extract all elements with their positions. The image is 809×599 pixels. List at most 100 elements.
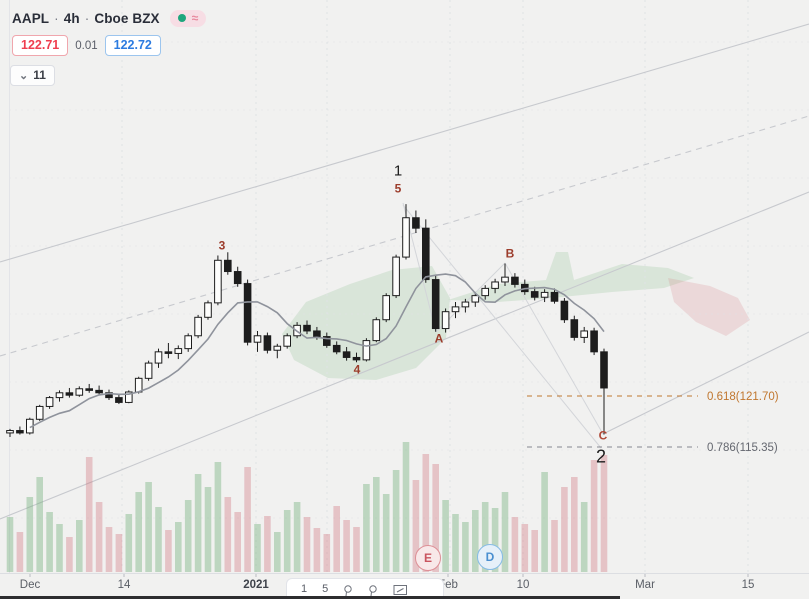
volume-bar xyxy=(392,470,400,572)
spread-value: 0.01 xyxy=(75,39,98,52)
volume-bar xyxy=(214,462,222,572)
wave-label-3[interactable]: 3 xyxy=(219,238,226,252)
toolbar-glyph-icon[interactable] xyxy=(368,584,378,597)
candle-body xyxy=(233,271,242,285)
candle-body xyxy=(392,256,400,297)
volume-bar xyxy=(56,524,63,572)
volume-bar xyxy=(254,524,261,572)
separator: · xyxy=(84,10,90,26)
symbol-title[interactable]: AAPL · 4h · Cboe BZX xyxy=(12,11,160,26)
volume-bar xyxy=(422,454,430,572)
volume-bar xyxy=(264,516,271,572)
toolbar-button-1[interactable]: 1 xyxy=(301,583,308,595)
moving-average-line xyxy=(29,273,605,429)
volume-bar xyxy=(155,507,162,572)
candle-body xyxy=(590,330,598,353)
toolbar-glyph-icon[interactable] xyxy=(343,584,353,597)
trend-line[interactable] xyxy=(0,23,809,263)
volume-bar xyxy=(590,460,598,572)
candle-body xyxy=(273,345,282,351)
volume-bar xyxy=(432,464,439,572)
volume-bar xyxy=(244,467,251,572)
realtime-dot-icon xyxy=(177,14,186,22)
candle-body xyxy=(332,344,341,353)
candle-body xyxy=(125,391,133,403)
candle-body xyxy=(214,259,222,304)
volume-bar xyxy=(303,517,311,572)
market-status-badge[interactable]: ≈ xyxy=(169,9,207,27)
event-marker-d[interactable]: D xyxy=(477,544,503,570)
candle-body xyxy=(501,276,509,283)
highlight-area[interactable] xyxy=(668,278,750,336)
highlight-area[interactable] xyxy=(282,266,450,380)
trend-line[interactable] xyxy=(0,191,809,520)
candle-body xyxy=(283,335,291,347)
candle-body xyxy=(402,217,410,258)
candle-body xyxy=(253,335,262,343)
wave-label-b[interactable]: B xyxy=(506,246,515,260)
volume-bar xyxy=(194,474,202,572)
volume-bar xyxy=(511,517,519,572)
volume-bar xyxy=(571,477,578,572)
fib-level-label[interactable]: 0.786(115.35) xyxy=(707,442,778,454)
trend-line[interactable] xyxy=(602,331,809,435)
volume-bar xyxy=(561,487,568,572)
volume-bar xyxy=(165,530,172,572)
volume-bar xyxy=(283,510,291,572)
volume-bar xyxy=(26,497,34,572)
volume-bar xyxy=(85,457,93,572)
volume-bar xyxy=(16,532,24,572)
maximize-icon[interactable] xyxy=(393,584,408,596)
candle-body xyxy=(184,335,192,350)
event-marker-e[interactable]: E xyxy=(415,545,441,571)
volume-bar xyxy=(66,537,73,572)
sell-price-button[interactable]: 122.71 xyxy=(12,35,69,56)
volume-bar xyxy=(501,492,509,572)
candle-body xyxy=(362,340,371,361)
volume-bar xyxy=(373,477,380,572)
toolbar-button-5[interactable]: 5 xyxy=(322,583,329,595)
indicators-toggle[interactable]: ⌄ 11 xyxy=(10,65,55,86)
volume-bar xyxy=(115,534,123,572)
volume-bar xyxy=(234,512,241,572)
candle-body xyxy=(144,362,153,379)
candle-body xyxy=(600,351,608,389)
wave-connector-line[interactable] xyxy=(402,204,602,449)
wave-label-5[interactable]: 5 xyxy=(395,181,402,195)
wave-label-4[interactable]: 4 xyxy=(354,362,361,376)
volume-bar xyxy=(452,514,459,572)
bottom-mini-toolbar[interactable]: 1 5 xyxy=(286,578,444,599)
volume-bar xyxy=(224,497,232,572)
volume-bar xyxy=(145,482,152,572)
volume-bar xyxy=(293,502,301,572)
volume-bar xyxy=(541,472,548,572)
delayed-data-icon: ≈ xyxy=(191,11,199,25)
volume-bar xyxy=(481,502,489,572)
candle-body xyxy=(471,295,480,303)
highlight-area[interactable] xyxy=(448,252,694,302)
volume-bar xyxy=(580,502,588,572)
wave-label-2[interactable]: 2 xyxy=(596,446,606,466)
volume-bar xyxy=(204,487,212,572)
candle-body xyxy=(243,283,252,343)
fib-level-label[interactable]: 0.618(121.70) xyxy=(707,391,779,403)
wave-label-a[interactable]: A xyxy=(435,331,444,345)
volume-bar xyxy=(323,534,331,572)
volume-bar xyxy=(274,532,281,572)
symbol-header: AAPL · 4h · Cboe BZX ≈ 122.71 0.01 122.72 ⌄ … xyxy=(10,8,207,86)
candle-body xyxy=(204,302,212,318)
candle-body xyxy=(194,316,202,337)
volume-bar xyxy=(472,510,479,572)
candle-body xyxy=(95,389,103,394)
candle-body xyxy=(263,335,272,351)
candle-body xyxy=(441,311,450,330)
buy-price-button[interactable]: 122.72 xyxy=(104,35,161,56)
candle-body xyxy=(342,351,351,358)
volume-bar xyxy=(76,520,83,572)
volume-bar xyxy=(600,455,608,572)
wave-label-c[interactable]: C xyxy=(599,428,608,442)
wave-label-1[interactable]: 1 xyxy=(394,162,402,179)
volume-bar xyxy=(531,530,538,572)
